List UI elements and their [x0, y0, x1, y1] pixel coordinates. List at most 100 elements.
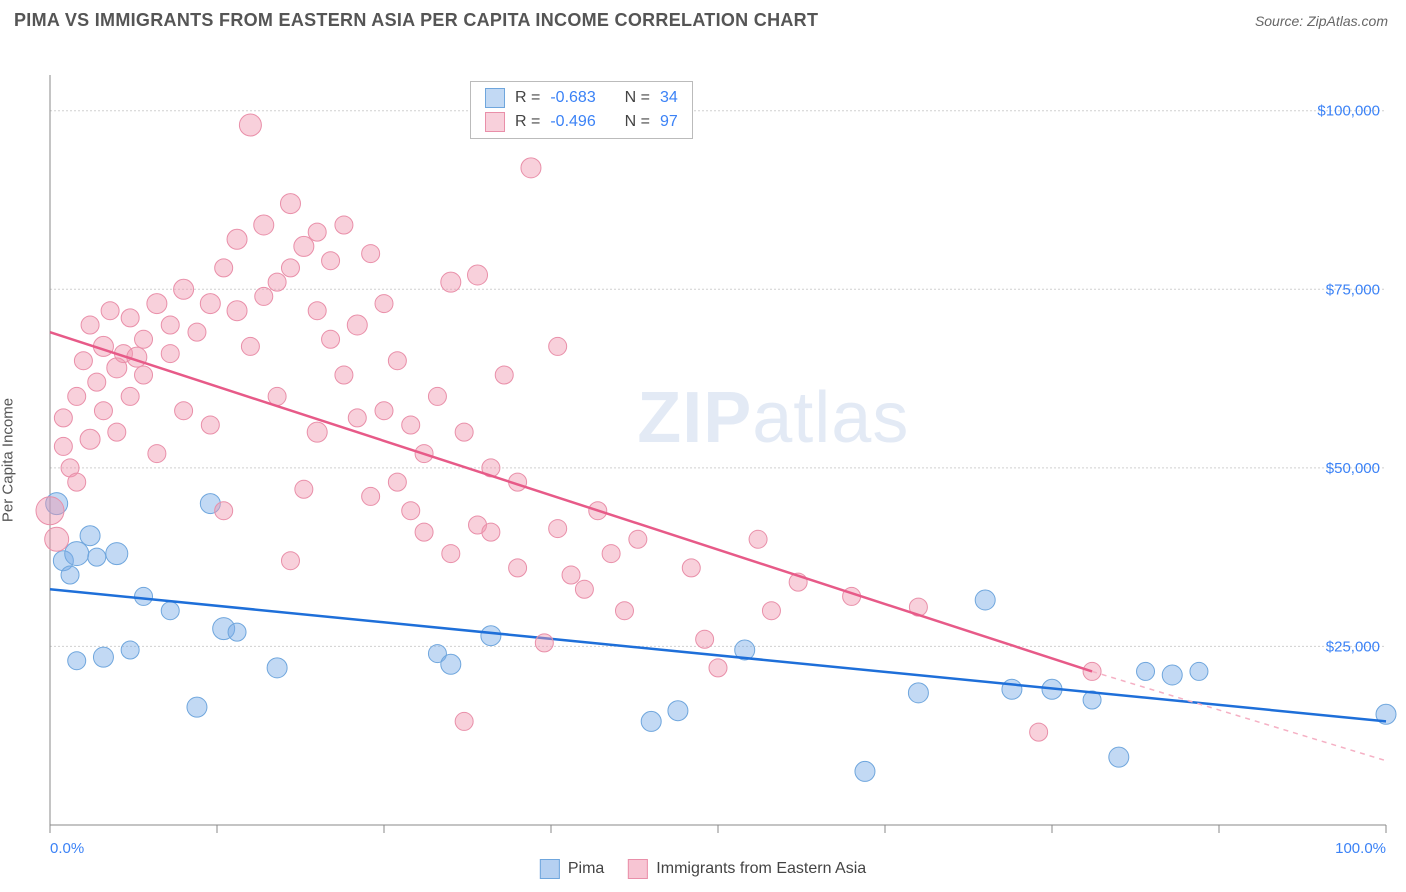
data-point	[80, 526, 100, 546]
data-point	[215, 259, 233, 277]
data-point	[68, 387, 86, 405]
data-point	[455, 712, 473, 730]
stat-n-label: N =	[625, 86, 650, 110]
stats-legend: R = -0.683 N = 34R = -0.496 N = 97	[470, 81, 693, 139]
legend-item: Immigrants from Eastern Asia	[628, 859, 866, 879]
data-point	[855, 761, 875, 781]
stat-r-value: -0.683	[550, 86, 595, 110]
chart-area: Per Capita Income ZIPatlas $25,000$50,00…	[0, 35, 1406, 885]
data-point	[227, 229, 247, 249]
chart-header: PIMA VS IMMIGRANTS FROM EASTERN ASIA PER…	[0, 0, 1406, 35]
data-point	[241, 337, 259, 355]
svg-text:0.0%: 0.0%	[50, 840, 84, 857]
data-point	[375, 295, 393, 313]
legend-swatch	[485, 112, 505, 132]
legend-item: Pima	[540, 859, 604, 879]
data-point	[335, 366, 353, 384]
data-point	[375, 402, 393, 420]
legend-swatch	[628, 859, 648, 879]
data-point	[388, 352, 406, 370]
y-axis-label: Per Capita Income	[0, 398, 17, 522]
stat-r-label: R =	[515, 86, 540, 110]
data-point	[1162, 665, 1182, 685]
legend-swatch	[485, 88, 505, 108]
data-point	[135, 330, 153, 348]
data-point	[215, 502, 233, 520]
data-point	[148, 445, 166, 463]
data-point	[281, 552, 299, 570]
data-point	[121, 641, 139, 659]
data-point	[121, 309, 139, 327]
data-point	[668, 701, 688, 721]
data-point	[975, 590, 995, 610]
data-point	[762, 602, 780, 620]
data-point	[1190, 662, 1208, 680]
data-point	[161, 316, 179, 334]
data-point	[281, 259, 299, 277]
data-point	[696, 630, 714, 648]
data-point	[482, 523, 500, 541]
data-point	[455, 423, 473, 441]
svg-text:$100,000: $100,000	[1317, 103, 1380, 120]
chart-title: PIMA VS IMMIGRANTS FROM EASTERN ASIA PER…	[14, 10, 818, 31]
data-point	[80, 429, 100, 449]
stat-n-value: 34	[660, 86, 678, 110]
legend-label: Immigrants from Eastern Asia	[656, 860, 866, 878]
data-point	[106, 543, 128, 565]
data-point	[200, 294, 220, 314]
data-point	[575, 580, 593, 598]
data-point	[562, 566, 580, 584]
data-point	[294, 236, 314, 256]
data-point	[68, 473, 86, 491]
data-point	[280, 194, 300, 214]
data-point	[94, 402, 112, 420]
svg-text:$50,000: $50,000	[1326, 460, 1380, 477]
stat-n-label: N =	[625, 110, 650, 134]
data-point	[227, 301, 247, 321]
data-point	[441, 272, 461, 292]
data-point	[749, 530, 767, 548]
data-point	[629, 530, 647, 548]
data-point	[81, 316, 99, 334]
data-point	[495, 366, 513, 384]
data-point	[161, 345, 179, 363]
data-point	[68, 652, 86, 670]
data-point	[188, 323, 206, 341]
data-point	[268, 273, 286, 291]
trend-line	[50, 589, 1386, 721]
data-point	[121, 387, 139, 405]
data-point	[1137, 662, 1155, 680]
data-point	[362, 245, 380, 263]
data-point	[135, 587, 153, 605]
data-point	[322, 252, 340, 270]
data-point	[187, 697, 207, 717]
data-point	[65, 542, 89, 566]
data-point	[239, 114, 261, 136]
series-legend: Pima Immigrants from Eastern Asia	[540, 859, 866, 879]
legend-label: Pima	[568, 860, 604, 878]
data-point	[147, 294, 167, 314]
data-point	[535, 634, 553, 652]
data-point	[521, 158, 541, 178]
data-point	[74, 352, 92, 370]
data-point	[615, 602, 633, 620]
data-point	[709, 659, 727, 677]
data-point	[348, 409, 366, 427]
data-point	[402, 416, 420, 434]
data-point	[295, 480, 313, 498]
data-point	[1030, 723, 1048, 741]
stats-legend-row: R = -0.683 N = 34	[485, 86, 678, 110]
stat-r-value: -0.496	[550, 110, 595, 134]
data-point	[54, 437, 72, 455]
data-point	[549, 337, 567, 355]
data-point	[88, 548, 106, 566]
data-point	[308, 302, 326, 320]
data-point	[362, 487, 380, 505]
data-point	[161, 602, 179, 620]
source-label: Source: ZipAtlas.com	[1255, 13, 1388, 29]
data-point	[428, 387, 446, 405]
data-point	[1002, 679, 1022, 699]
data-point	[442, 545, 460, 563]
data-point	[254, 215, 274, 235]
data-point	[549, 520, 567, 538]
